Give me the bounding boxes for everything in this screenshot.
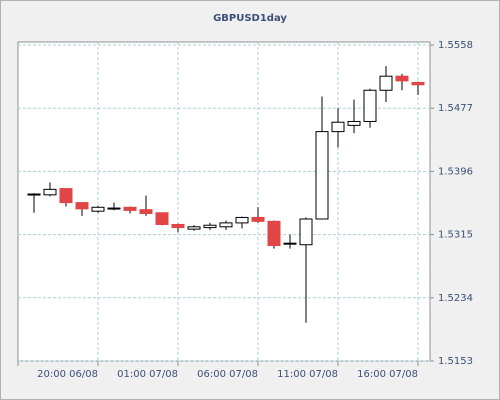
y-tick-label: 1.5477	[438, 103, 473, 114]
candle-body	[235, 216, 249, 224]
candle-body	[363, 89, 377, 122]
candle-body	[411, 81, 425, 86]
candle-body	[171, 223, 185, 229]
x-tick-label: 06:00 07/08	[197, 369, 258, 380]
candle-body	[267, 220, 281, 247]
plot-area	[17, 41, 431, 362]
y-tick-label: 1.5396	[438, 166, 473, 177]
y-tick-label: 1.5558	[438, 40, 473, 51]
candle-body	[139, 209, 153, 215]
candle-body	[203, 224, 217, 229]
candle-body	[123, 206, 137, 211]
x-tick-label: 16:00 07/08	[357, 369, 418, 380]
candle-body	[331, 121, 345, 133]
candle-body	[91, 206, 105, 212]
x-tick-label: 11:00 07/08	[277, 369, 338, 380]
y-tick-label: 1.5315	[438, 230, 473, 241]
candle-body	[59, 188, 73, 204]
y-tick-label: 1.5153	[438, 356, 473, 367]
candle-body	[315, 131, 329, 220]
x-tick-label: 20:00 06/08	[37, 369, 98, 380]
candle-body	[187, 226, 201, 230]
y-tick-label: 1.5234	[438, 293, 473, 304]
x-tick-label: 01:00 07/08	[117, 369, 178, 380]
candle-body	[27, 193, 41, 196]
candle-body	[219, 222, 233, 228]
candle-body	[75, 202, 89, 210]
candle-body	[107, 207, 121, 210]
candle-body	[299, 218, 313, 246]
candle-body	[251, 216, 265, 222]
chart-title: GBPUSD1day	[213, 13, 287, 24]
candle-body	[43, 188, 57, 196]
candle-body	[395, 75, 409, 82]
candle-body	[347, 120, 361, 126]
candle-body	[283, 242, 297, 245]
candle-body	[155, 212, 169, 225]
candle-body	[379, 75, 393, 91]
